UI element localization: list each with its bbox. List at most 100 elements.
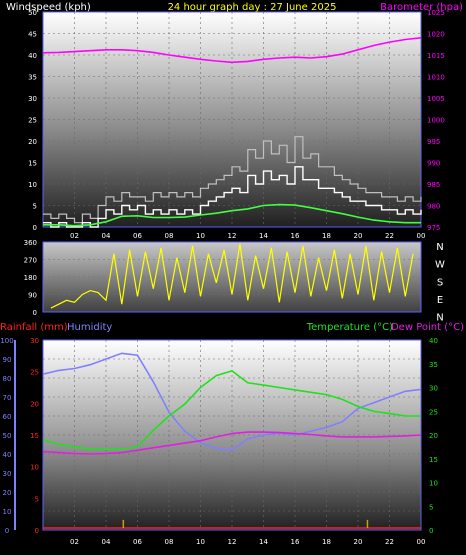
temperature-axis-title: Temperature (°C)	[306, 322, 393, 333]
wind-tick-label: 40	[28, 52, 37, 60]
rainfall-tick-label: 15	[30, 432, 39, 440]
rainfall-tick-label: 5	[35, 495, 39, 503]
dewpoint-axis-title: Dew Point (°C)	[391, 322, 464, 333]
humidity-tick-label: 50	[3, 432, 12, 440]
humidity-tick-label: 30	[3, 470, 12, 478]
wind-hour-label: 18	[322, 232, 331, 240]
temperature-hour-label: 02	[70, 538, 79, 546]
direction-tick-label: 90	[28, 292, 37, 300]
compass-label: E	[437, 295, 443, 306]
barometer-tick-label: 1015	[427, 52, 445, 60]
wind-hour-label: 16	[291, 232, 300, 240]
compass-label: S	[437, 277, 443, 288]
temperature-hour-label: 06	[133, 538, 142, 546]
temperature-hour-label: 08	[165, 538, 174, 546]
barometer-tick-label: 1025	[427, 9, 445, 17]
wind-hour-label: 02	[70, 232, 79, 240]
temperature-tick-label: 10	[429, 480, 438, 488]
wind-hour-label: 22	[385, 232, 394, 240]
barometer-axis-title: Barometer (hpa)	[380, 2, 463, 13]
wind-hour-label: 20	[354, 232, 363, 240]
rainfall-axis-title: Rainfall (mm)	[0, 322, 68, 333]
barometer-tick-label: 1010	[427, 74, 445, 82]
barometer-tick-label: 1020	[427, 31, 445, 39]
average-wind-series	[43, 203, 421, 227]
wind-hour-label: 06	[133, 232, 142, 240]
humidity-tick-label: 60	[3, 413, 12, 421]
wind-tick-label: 15	[28, 160, 37, 168]
wind-tick-label: 35	[28, 74, 37, 82]
humidity-axis-title: Humidity	[67, 322, 112, 333]
humidity-tick-label: 80	[3, 375, 12, 383]
temperature-tick-label: 35	[429, 361, 438, 369]
temperature-hour-label: 22	[385, 538, 394, 546]
direction-tick-label: 180	[24, 274, 37, 282]
humidity-tick-label: 100	[0, 337, 13, 345]
compass-label: W	[435, 260, 445, 271]
direction-tick-label: 0	[33, 309, 37, 317]
temperature-hour-label: 14	[259, 538, 268, 546]
temperature-hour-label: 16	[291, 538, 300, 546]
wind-tick-label: 0	[33, 224, 37, 232]
rainfall-tick-label: 10	[30, 464, 39, 472]
compass-label: N	[436, 313, 443, 324]
humidity-tick-label: 10	[3, 508, 12, 516]
windspeed-axis-title: Windspeed (kph)	[6, 2, 91, 13]
temperature-tick-label: 0	[429, 527, 433, 535]
humidity-tick-label: 40	[3, 451, 12, 459]
dewpoint-series	[42, 431, 422, 455]
temperature-hour-label: 00	[417, 538, 426, 546]
temperature-hour-label: 10	[196, 538, 205, 546]
wind-hour-label: 00	[417, 232, 426, 240]
rainfall-tick-label: 25	[30, 369, 39, 377]
rainfall-tick-label: 20	[30, 400, 39, 408]
barometer-tick-label: 980	[427, 203, 440, 211]
gust-series	[43, 136, 422, 224]
wind-tick-label: 25	[28, 117, 37, 125]
temperature-hour-label: 18	[322, 538, 331, 546]
barometer-tick-label: 995	[427, 138, 440, 146]
wind-tick-label: 5	[33, 203, 37, 211]
temperature-tick-label: 15	[429, 456, 438, 464]
humidity-tick-label: 70	[3, 394, 12, 402]
barometer-tick-label: 975	[427, 224, 440, 232]
barometer-series	[42, 37, 422, 64]
wind-hour-label: 12	[228, 232, 237, 240]
wind-direction-series	[50, 243, 414, 309]
rainfall-tick-label: 30	[30, 337, 39, 345]
barometer-tick-label: 1000	[427, 117, 445, 125]
direction-tick-label: 270	[24, 257, 37, 265]
barometer-tick-label: 990	[427, 160, 440, 168]
humidity-tick-label: 20	[3, 489, 12, 497]
temperature-hour-label: 04	[102, 538, 111, 546]
chart-title: 24 hour graph day : 27 June 2025	[168, 2, 337, 13]
temperature-tick-label: 25	[429, 408, 438, 416]
temperature-tick-label: 5	[429, 503, 433, 511]
wind-tick-label: 30	[28, 95, 37, 103]
humidity-tick-label: 90	[3, 356, 12, 364]
wind-tick-label: 45	[28, 31, 37, 39]
wind-hour-label: 08	[165, 232, 174, 240]
temperature-hour-label: 12	[228, 538, 237, 546]
wind-hour-label: 14	[259, 232, 268, 240]
temperature-hour-label: 20	[354, 538, 363, 546]
temperature-tick-label: 30	[429, 385, 438, 393]
wind-hour-label: 10	[196, 232, 205, 240]
windspeed-series	[43, 166, 422, 228]
humidity-tick-label: 0	[5, 527, 9, 535]
wind-tick-label: 10	[28, 181, 37, 189]
barometer-tick-label: 985	[427, 181, 440, 189]
barometer-tick-label: 1005	[427, 95, 445, 103]
compass-label: N	[436, 242, 443, 253]
direction-tick-label: 360	[24, 239, 37, 247]
temperature-tick-label: 40	[429, 337, 438, 345]
temperature-tick-label: 20	[429, 432, 438, 440]
wind-tick-label: 50	[28, 9, 37, 17]
humidity-series	[42, 352, 422, 452]
temperature-series	[42, 370, 421, 451]
wind-hour-label: 04	[102, 232, 111, 240]
wind-tick-label: 20	[28, 138, 37, 146]
rainfall-tick-label: 0	[35, 527, 39, 535]
